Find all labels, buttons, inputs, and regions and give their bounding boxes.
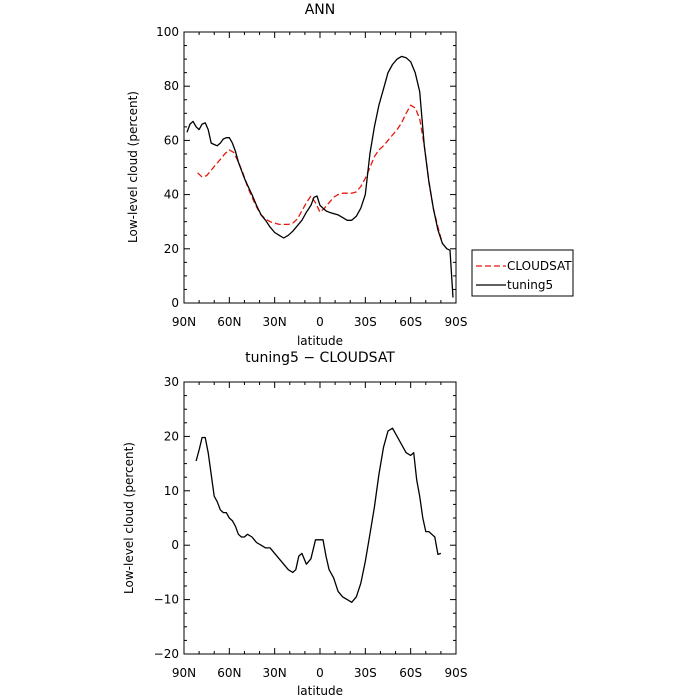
bottom-x-tick-label: 90S (445, 666, 468, 680)
bottom-y-axis-label: Low-level cloud (percent) (122, 442, 136, 594)
legend-box (471, 249, 574, 297)
bottom-axis-ticks (183, 381, 457, 655)
bottom-x-tick-label: 30S (354, 666, 377, 680)
bottom-y-tick-label: −10 (154, 593, 179, 607)
bottom-y-tick-labels: −20 −10 0 10 20 30 (154, 375, 179, 661)
bottom-x-tick-label: 90N (172, 666, 196, 680)
top-y-tick-label: 80 (164, 79, 179, 93)
top-chart-title: ANN (305, 2, 336, 18)
bottom-x-axis-label: latitude (297, 684, 343, 698)
top-series-line-cloudsat (197, 104, 444, 244)
top-y-axis-label: Low-level cloud (percent) (126, 91, 140, 243)
top-y-tick-label: 100 (156, 25, 179, 39)
top-y-tick-label: 40 (164, 188, 179, 202)
legend: CLOUDSAT tuning5 (471, 249, 574, 297)
legend-label-cloudsat: CLOUDSAT (507, 259, 572, 273)
bottom-x-tick-label: 60N (217, 666, 241, 680)
bottom-chart-title: tuning5 − CLOUDSAT (245, 350, 395, 366)
top-x-tick-label: 90N (172, 315, 196, 329)
bottom-panel: tuning5 − CLOUDSAT 90N 60N 30N 0 30S 60S 90S −… (122, 350, 467, 698)
bottom-x-tick-label: 0 (316, 666, 324, 680)
top-axis-ticks (183, 31, 457, 304)
top-series-line-tuning5 (186, 55, 454, 298)
top-x-tick-label: 60S (399, 315, 422, 329)
top-x-tick-label: 90S (445, 315, 468, 329)
bottom-plot-frame (183, 381, 457, 655)
bottom-y-tick-label: 0 (171, 538, 179, 552)
bottom-x-tick-label: 60S (399, 666, 422, 680)
bottom-y-tick-label: 20 (164, 429, 179, 443)
bottom-y-tick-label: 10 (164, 484, 179, 498)
top-x-tick-label: 60N (217, 315, 241, 329)
bottom-y-tick-label: −20 (154, 647, 179, 661)
bottom-x-tick-labels: 90N 60N 30N 0 30S 60S 90S (172, 666, 468, 680)
bottom-y-tick-label: 30 (164, 375, 179, 389)
top-series-group (186, 55, 454, 298)
top-y-tick-labels: 0 20 40 60 80 100 (156, 25, 179, 310)
legend-label-tuning5: tuning5 (507, 278, 553, 292)
top-x-tick-label: 0 (316, 315, 324, 329)
top-x-tick-label: 30N (263, 315, 287, 329)
bottom-series-line-difference (195, 427, 442, 603)
top-y-tick-label: 20 (164, 242, 179, 256)
top-x-tick-labels: 90N 60N 30N 0 30S 60S 90S (172, 315, 468, 329)
top-x-tick-label: 30S (354, 315, 377, 329)
top-y-tick-label: 0 (171, 296, 179, 310)
bottom-series-group (195, 427, 442, 603)
top-panel: ANN 90N 60N 30N 0 30S 60S 90S 0 20 40 60 80 100 lat… (126, 2, 467, 348)
top-y-tick-label: 60 (164, 133, 179, 147)
bottom-x-tick-label: 30N (263, 666, 287, 680)
top-x-axis-label: latitude (297, 334, 343, 348)
